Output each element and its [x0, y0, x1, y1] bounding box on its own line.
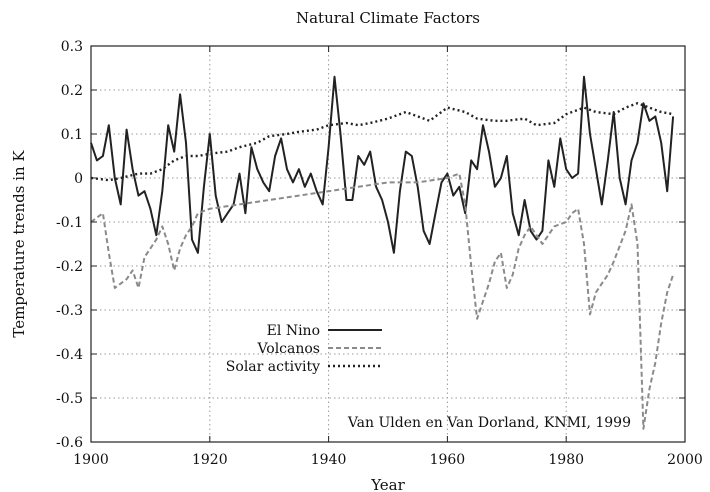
series-line-solar-activity — [90, 101, 674, 182]
legend: El Nino Volcanos Solar activity — [226, 323, 382, 375]
y-axis-label: Temperature trends in K — [10, 150, 28, 338]
y-tick-label: 0.1 — [61, 127, 83, 143]
x-tick-label: 1940 — [311, 452, 347, 468]
axis-ticks: 1900 1920 1940 1960 1980 2000 0.3 0.2 0.1 0 -0.1 -0… — [56, 39, 703, 468]
series-line-volcanos — [90, 172, 675, 430]
legend-label-el-nino: El Nino — [267, 323, 320, 339]
y-tick-label: -0.6 — [56, 435, 83, 451]
y-tick-label: -0.3 — [56, 303, 83, 319]
y-tick-label: -0.5 — [56, 391, 83, 407]
y-tick-label: -0.4 — [56, 347, 83, 363]
x-tick-label: 2000 — [667, 452, 703, 468]
x-tick-label: 1920 — [192, 452, 228, 468]
series-layer — [90, 75, 675, 430]
y-tick-label: 0 — [74, 171, 83, 187]
x-tick-label: 1960 — [430, 452, 466, 468]
y-tick-label: -0.1 — [56, 215, 83, 231]
x-axis-label: Year — [370, 476, 405, 492]
grid — [91, 46, 685, 442]
series-line-el-nino — [90, 75, 675, 254]
x-tick-label: 1900 — [73, 452, 109, 468]
source-annotation: Van Ulden en Van Dorland, KNMI, 1999 — [347, 415, 631, 431]
y-tick-label: 0.2 — [61, 83, 83, 99]
x-tick-label: 1980 — [548, 452, 584, 468]
chart-title: Natural Climate Factors — [296, 9, 480, 27]
y-tick-label: 0.3 — [61, 39, 83, 55]
y-tick-label: -0.2 — [56, 259, 83, 275]
legend-label-solar-activity: Solar activity — [226, 359, 320, 375]
legend-label-volcanos: Volcanos — [256, 341, 320, 357]
plot-frame — [90, 45, 686, 443]
